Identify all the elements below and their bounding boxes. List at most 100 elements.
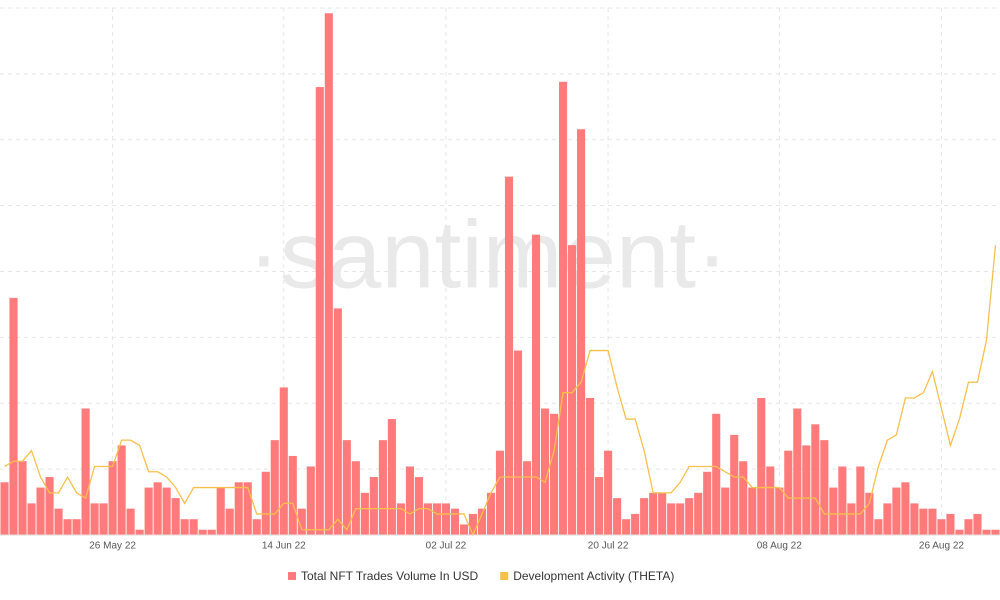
bar bbox=[144, 487, 153, 535]
bar bbox=[955, 529, 964, 535]
bar bbox=[604, 450, 613, 535]
bar bbox=[928, 508, 937, 535]
bar bbox=[414, 477, 423, 535]
bar bbox=[874, 519, 883, 535]
bar bbox=[477, 508, 487, 535]
bar bbox=[387, 419, 396, 535]
bar bbox=[658, 492, 667, 535]
x-tick-label: 08 Aug 22 bbox=[757, 541, 802, 552]
bar bbox=[405, 466, 414, 535]
bar bbox=[351, 461, 360, 535]
bar bbox=[495, 450, 505, 535]
bar bbox=[838, 466, 847, 535]
bar bbox=[946, 513, 955, 535]
bar bbox=[748, 487, 757, 535]
bar bbox=[99, 503, 108, 535]
bar bbox=[513, 350, 523, 535]
bar bbox=[18, 461, 27, 535]
bar bbox=[198, 529, 207, 535]
bar bbox=[531, 234, 541, 536]
bar bbox=[595, 477, 604, 535]
bar bbox=[973, 513, 982, 535]
bar bbox=[540, 408, 550, 535]
bar bbox=[369, 477, 378, 535]
bar bbox=[432, 503, 441, 535]
bar bbox=[117, 445, 126, 535]
bar bbox=[712, 413, 721, 535]
bar bbox=[297, 508, 306, 535]
bar bbox=[577, 129, 586, 535]
bar bbox=[162, 487, 171, 535]
legend-swatch bbox=[500, 572, 509, 580]
bar bbox=[189, 519, 198, 535]
bar bbox=[342, 440, 351, 535]
bar bbox=[550, 413, 559, 535]
bar bbox=[153, 482, 162, 535]
bar bbox=[522, 461, 532, 535]
bar bbox=[829, 487, 838, 535]
bar bbox=[459, 524, 469, 535]
bar bbox=[0, 482, 9, 535]
bar bbox=[36, 487, 45, 535]
bar bbox=[559, 81, 568, 535]
bar bbox=[847, 503, 856, 535]
bar bbox=[820, 440, 829, 535]
bar bbox=[468, 513, 478, 535]
legend-label: Total NFT Trades Volume In USD bbox=[301, 569, 479, 583]
bar bbox=[784, 450, 793, 535]
bar bbox=[910, 503, 919, 535]
bar bbox=[937, 519, 946, 535]
bar bbox=[54, 508, 63, 535]
bar bbox=[757, 397, 766, 535]
bar bbox=[90, 503, 99, 535]
bar bbox=[982, 529, 991, 535]
bar bbox=[622, 519, 631, 535]
bar bbox=[333, 308, 342, 535]
bar bbox=[766, 466, 775, 535]
bar bbox=[775, 487, 784, 535]
x-tick-label: 02 Jul 22 bbox=[426, 541, 467, 552]
bar bbox=[883, 503, 892, 535]
bar bbox=[396, 503, 405, 535]
bar bbox=[504, 176, 514, 535]
bar bbox=[423, 503, 432, 535]
bar bbox=[126, 508, 135, 535]
bar bbox=[225, 508, 234, 535]
bar bbox=[685, 498, 694, 535]
bar bbox=[243, 482, 252, 535]
x-tick-label: 20 Jul 22 bbox=[588, 541, 629, 552]
bar bbox=[892, 487, 901, 535]
bar bbox=[568, 245, 577, 535]
bar bbox=[919, 508, 928, 535]
bar bbox=[811, 424, 820, 535]
bar bbox=[306, 466, 315, 535]
bar bbox=[180, 519, 189, 535]
bar bbox=[270, 440, 279, 535]
bar bbox=[315, 87, 324, 536]
bar bbox=[81, 408, 90, 535]
bar bbox=[649, 492, 658, 535]
bar bbox=[360, 492, 369, 535]
bar bbox=[991, 529, 1000, 535]
bar bbox=[234, 482, 243, 535]
bar bbox=[486, 492, 496, 535]
bar bbox=[631, 513, 640, 535]
bar bbox=[694, 492, 703, 535]
bar bbox=[802, 445, 811, 535]
bar bbox=[252, 519, 261, 535]
bar bbox=[901, 482, 910, 535]
bar bbox=[171, 498, 180, 535]
bar bbox=[739, 461, 748, 535]
bar bbox=[586, 397, 595, 535]
bar bbox=[856, 466, 865, 535]
bar bbox=[261, 471, 270, 535]
legend-swatch bbox=[288, 572, 296, 580]
x-tick-label: 26 Aug 22 bbox=[919, 541, 964, 552]
bar bbox=[793, 408, 802, 535]
bar bbox=[378, 440, 387, 535]
bar bbox=[216, 487, 225, 535]
bar bbox=[441, 503, 450, 535]
bar bbox=[613, 498, 622, 535]
bar bbox=[667, 503, 676, 535]
